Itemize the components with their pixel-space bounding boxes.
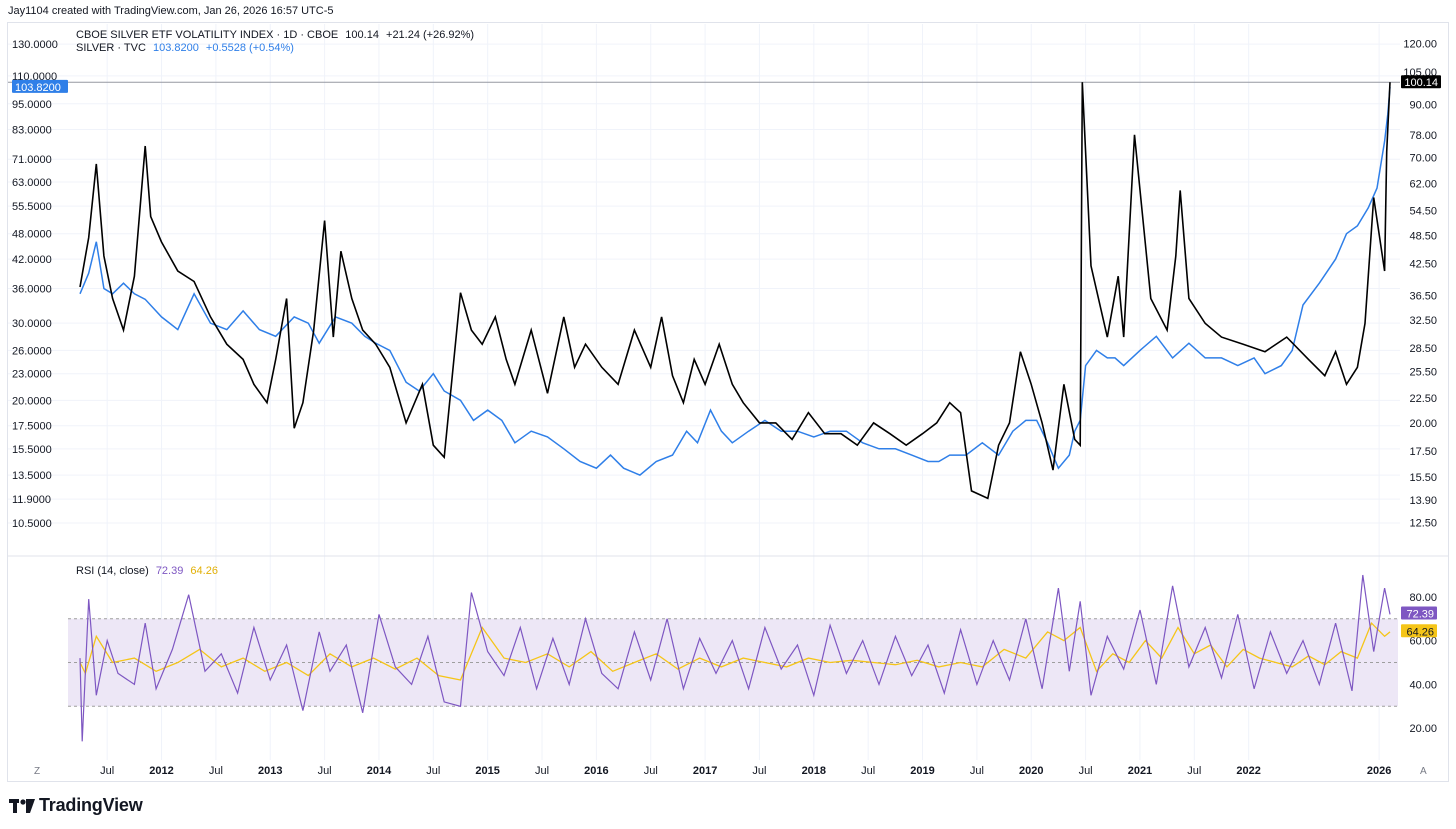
right-axis-tick: 48.50	[1409, 230, 1437, 242]
rsi-legend-title: RSI (14, close)	[76, 565, 149, 577]
right-axis-tick: 42.50	[1409, 258, 1437, 270]
vxsl-last-badge: 100.14	[1404, 77, 1438, 89]
rsi-legend[interactable]: RSI (14, close) 72.39 64.26	[76, 565, 218, 577]
x-tick-label: 2026	[1367, 765, 1391, 777]
x-tick-label: Jul	[100, 765, 114, 777]
right-axis-tick: 62.00	[1409, 178, 1437, 190]
main-legend-change: +21.24 (+26.92%)	[386, 29, 475, 41]
left-axis-tick: 15.5000	[12, 444, 52, 456]
right-axis-tick: 78.00	[1409, 130, 1437, 142]
auto-scale-toggle[interactable]: A	[1420, 766, 1427, 777]
compare-legend-title: SILVER · TVC	[76, 42, 146, 54]
rsi-axis-tick: 20.00	[1409, 723, 1437, 735]
log-scale-toggle[interactable]: Z	[34, 766, 41, 777]
rsi-ma-line	[79, 621, 1391, 681]
main-legend[interactable]: CBOE SILVER ETF VOLATILITY INDEX · 1D · …	[76, 29, 474, 41]
x-tick-label: Jul	[970, 765, 984, 777]
main-legend-last: 100.14	[345, 29, 379, 41]
left-axis-tick: 11.9000	[12, 494, 51, 506]
x-tick-label: Jul	[535, 765, 549, 777]
compare-legend-change: +0.5528 (+0.54%)	[205, 42, 294, 54]
left-axis-tick: 55.5000	[12, 201, 52, 213]
x-tick-label: 2014	[367, 765, 392, 777]
left-axis-tick: 30.0000	[12, 318, 52, 330]
x-tick-label: Jul	[644, 765, 658, 777]
right-axis-tick: 32.50	[1409, 315, 1437, 327]
main-legend-title: CBOE SILVER ETF VOLATILITY INDEX · 1D · …	[76, 29, 339, 41]
chart-caption: Jay1104 created with TradingView.com, Ja…	[8, 5, 334, 17]
x-tick-label: Jul	[1079, 765, 1093, 777]
left-axis-tick: 48.0000	[12, 229, 52, 241]
left-axis-tick: 42.0000	[12, 254, 52, 266]
x-tick-label: Jul	[426, 765, 440, 777]
x-tick-label: Jul	[861, 765, 875, 777]
compare-legend-last: 103.8200	[152, 42, 199, 54]
right-axis-tick: 120.00	[1403, 39, 1437, 51]
rsi-ma-last-badge: 64.26	[1406, 626, 1434, 638]
left-axis-tick: 110.0000	[12, 71, 57, 83]
x-tick-label: 2017	[693, 765, 717, 777]
rsi-legend-value: 72.39	[155, 565, 184, 577]
vxsl-last-badge-bg	[1401, 75, 1441, 89]
left-axis-tick: 13.5000	[12, 470, 52, 482]
x-tick-label: 2021	[1128, 765, 1152, 777]
chart-frame	[7, 22, 1449, 782]
rsi-axis-tick: 80.00	[1409, 592, 1437, 604]
right-axis-tick: 12.50	[1409, 517, 1437, 529]
rsi-line	[79, 574, 1391, 742]
right-axis-tick: 15.50	[1409, 472, 1437, 484]
rsi-ma-last-badge-bg	[1401, 624, 1437, 638]
left-axis-tick: 130.0000	[12, 39, 58, 51]
tradingview-logo-icon	[9, 798, 35, 813]
series-layer	[79, 82, 1391, 742]
vxsl-series-line	[79, 82, 1391, 500]
rsi-last-badge-bg	[1401, 606, 1437, 620]
x-tick-label: Jul	[752, 765, 766, 777]
right-axis-tick: 36.50	[1409, 291, 1437, 303]
left-axis-tick: 20.0000	[12, 395, 52, 407]
x-tick-label: 2020	[1019, 765, 1043, 777]
silver-last-badge: 103.8200	[15, 82, 61, 94]
brand-name: TradingView	[39, 795, 143, 815]
x-tick-label: 2018	[802, 765, 826, 777]
left-axis-tick: 95.0000	[12, 99, 52, 111]
x-tick-label: 2016	[584, 765, 608, 777]
left-axis-tick: 26.0000	[12, 345, 52, 357]
x-tick-label: Jul	[209, 765, 223, 777]
rsi-last-badge: 72.39	[1406, 609, 1434, 621]
silver-last-badge-bg	[12, 79, 68, 93]
left-axis-tick: 10.5000	[12, 518, 52, 530]
left-axis-tick: 83.0000	[12, 124, 52, 136]
left-axis-tick: 17.5000	[12, 421, 52, 433]
silver-series-line	[79, 86, 1391, 476]
right-axis-tick: 54.50	[1409, 206, 1437, 218]
rsi-axis-tick: 60.00	[1409, 636, 1437, 648]
left-axis-tick: 23.0000	[12, 369, 52, 381]
x-tick-label: 2019	[910, 765, 934, 777]
compare-legend[interactable]: SILVER · TVC 103.8200 +0.5528 (+0.54%)	[76, 42, 294, 54]
rsi-axis-tick: 40.00	[1409, 679, 1437, 691]
tradingview-logo: TradingView	[9, 795, 143, 816]
x-tick-label: 2012	[149, 765, 173, 777]
left-axis-tick: 71.0000	[12, 154, 52, 166]
axis-layer: Jul 2012 Jul 2013 Jul 2014 Jul 2015 Jul 2016 Jul 20…	[12, 39, 1441, 777]
right-axis-tick: 20.00	[1409, 418, 1437, 430]
left-axis-tick: 36.0000	[12, 283, 52, 295]
x-tick-label: Jul	[1187, 765, 1201, 777]
right-axis-tick: 28.50	[1409, 343, 1437, 355]
right-axis-tick: 25.50	[1409, 366, 1437, 378]
right-axis-tick: 70.00	[1409, 153, 1437, 165]
x-tick-label: 2013	[258, 765, 282, 777]
x-tick-label: Jul	[318, 765, 332, 777]
right-axis-tick: 22.50	[1409, 393, 1437, 405]
rsi-legend-ma-value: 64.26	[190, 565, 218, 577]
x-tick-label: 2022	[1236, 765, 1260, 777]
x-tick-label: 2015	[475, 765, 499, 777]
right-axis-tick: 13.90	[1409, 495, 1437, 507]
right-axis-tick: 90.00	[1409, 100, 1437, 112]
left-axis-tick: 63.0000	[12, 177, 52, 189]
right-axis-tick: 17.50	[1409, 446, 1437, 458]
